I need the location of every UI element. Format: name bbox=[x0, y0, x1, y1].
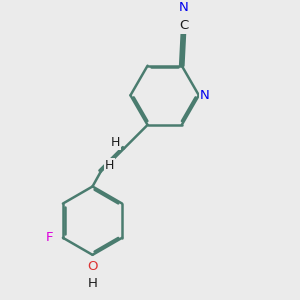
Text: C: C bbox=[179, 20, 188, 32]
Text: F: F bbox=[46, 231, 53, 244]
Text: N: N bbox=[178, 1, 188, 13]
Text: H: H bbox=[88, 277, 98, 290]
Text: O: O bbox=[87, 260, 98, 273]
Text: N: N bbox=[200, 89, 210, 102]
Text: H: H bbox=[110, 136, 120, 149]
Text: H: H bbox=[105, 160, 115, 172]
